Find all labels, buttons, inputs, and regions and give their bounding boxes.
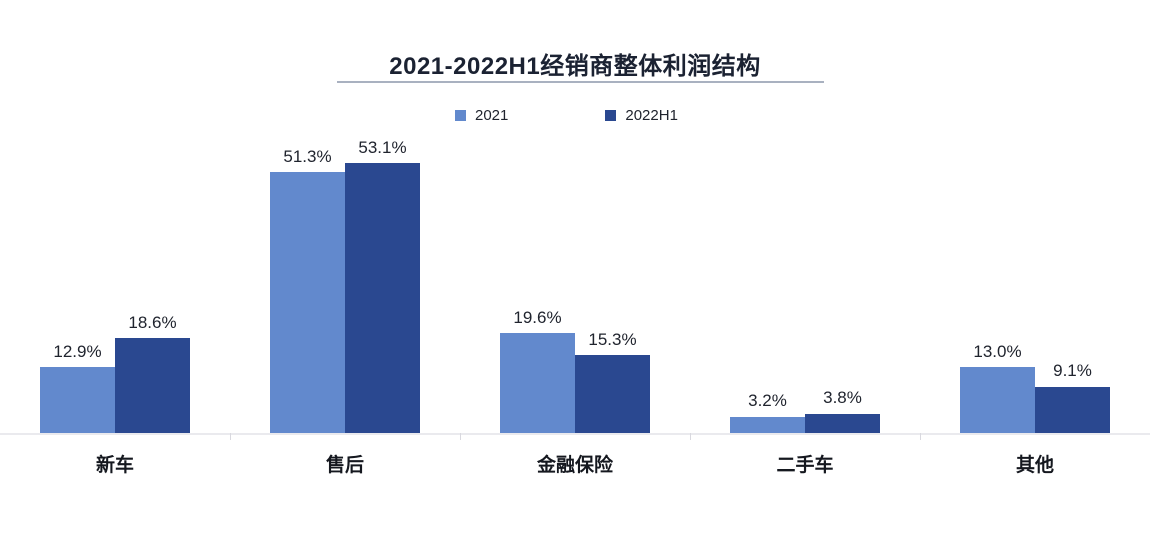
bar-group-3: 3.2% 3.8% xyxy=(690,120,920,433)
data-label-2022H1-其他: 9.1% xyxy=(1053,361,1092,381)
legend-swatch-2021-icon xyxy=(455,110,466,121)
bar-group-2: 19.6% 15.3% xyxy=(460,120,690,433)
chart-title: 2021-2022H1经销商整体利润结构 xyxy=(389,53,761,80)
bar-2022H1-售后 xyxy=(345,163,420,433)
x-axis-category-labels: 新车 售后 金融保险 二手车 其他 xyxy=(0,450,1150,477)
bar-unit-2021-二手车: 3.2% xyxy=(730,120,805,433)
bar-2022H1-二手车 xyxy=(805,413,880,433)
axis-tick-2 xyxy=(460,433,461,440)
category-label-售后: 售后 xyxy=(325,455,364,476)
legend-label-2022h1: 2022H1 xyxy=(625,107,678,124)
bar-unit-2022H1-金融保险: 15.3% xyxy=(575,120,650,433)
legend-label-2021: 2021 xyxy=(475,107,509,124)
bar-group-1: 51.3% 53.1% xyxy=(230,120,460,433)
axis-tick-1 xyxy=(230,433,231,440)
data-label-2021-其他: 13.0% xyxy=(973,341,1022,361)
bar-2021-金融保险 xyxy=(500,333,575,433)
bar-unit-2021-售后: 51.3% xyxy=(270,120,345,433)
bar-unit-2022H1-新车: 18.6% xyxy=(115,120,190,433)
axis-tick-3 xyxy=(690,433,691,440)
bar-unit-2021-其他: 13.0% xyxy=(960,120,1035,433)
bar-group-0: 12.9% 18.6% xyxy=(0,120,230,433)
bar-2021-其他 xyxy=(960,366,1035,433)
data-label-2022H1-金融保险: 15.3% xyxy=(588,329,637,349)
bar-unit-2022H1-售后: 53.1% xyxy=(345,120,420,433)
bar-unit-2021-新车: 12.9% xyxy=(40,120,115,433)
category-label-其他: 其他 xyxy=(1015,455,1054,476)
bar-2022H1-新车 xyxy=(115,338,190,433)
data-label-2022H1-售后: 53.1% xyxy=(358,137,407,157)
bar-2021-售后 xyxy=(270,172,345,433)
data-label-2021-新车: 12.9% xyxy=(53,342,102,362)
axis-tick-4 xyxy=(920,433,921,440)
category-label-新车: 新车 xyxy=(95,455,134,476)
category-label-二手车: 二手车 xyxy=(776,455,834,476)
data-label-2022H1-新车: 18.6% xyxy=(128,313,177,333)
x-axis-line xyxy=(0,433,1150,435)
legend-item-2022h1: 2022H1 xyxy=(605,108,678,123)
bar-unit-2021-金融保险: 19.6% xyxy=(500,120,575,433)
data-label-2021-二手车: 3.2% xyxy=(748,391,787,411)
bar-2022H1-其他 xyxy=(1035,386,1110,433)
data-label-2022H1-二手车: 3.8% xyxy=(823,388,862,408)
bar-unit-2022H1-其他: 9.1% xyxy=(1035,120,1110,433)
title-underline xyxy=(337,81,824,83)
legend: 2021 2022H1 xyxy=(455,108,678,123)
bar-unit-2022H1-二手车: 3.8% xyxy=(805,120,880,433)
bar-2021-新车 xyxy=(40,367,115,433)
bar-plot-area: 12.9% 18.6% 51.3% 53.1% 19.6% 15.3% 3.2% 3.8% 13… xyxy=(0,120,1150,433)
legend-item-2021: 2021 xyxy=(455,108,508,123)
bar-group-4: 13.0% 9.1% xyxy=(920,120,1150,433)
bar-2021-二手车 xyxy=(730,416,805,433)
category-label-金融保险: 金融保险 xyxy=(536,455,613,476)
data-label-2021-金融保险: 19.6% xyxy=(513,307,562,327)
bar-2022H1-金融保险 xyxy=(575,355,650,433)
data-label-2021-售后: 51.3% xyxy=(283,146,332,166)
legend-swatch-2022h1-icon xyxy=(605,110,617,121)
